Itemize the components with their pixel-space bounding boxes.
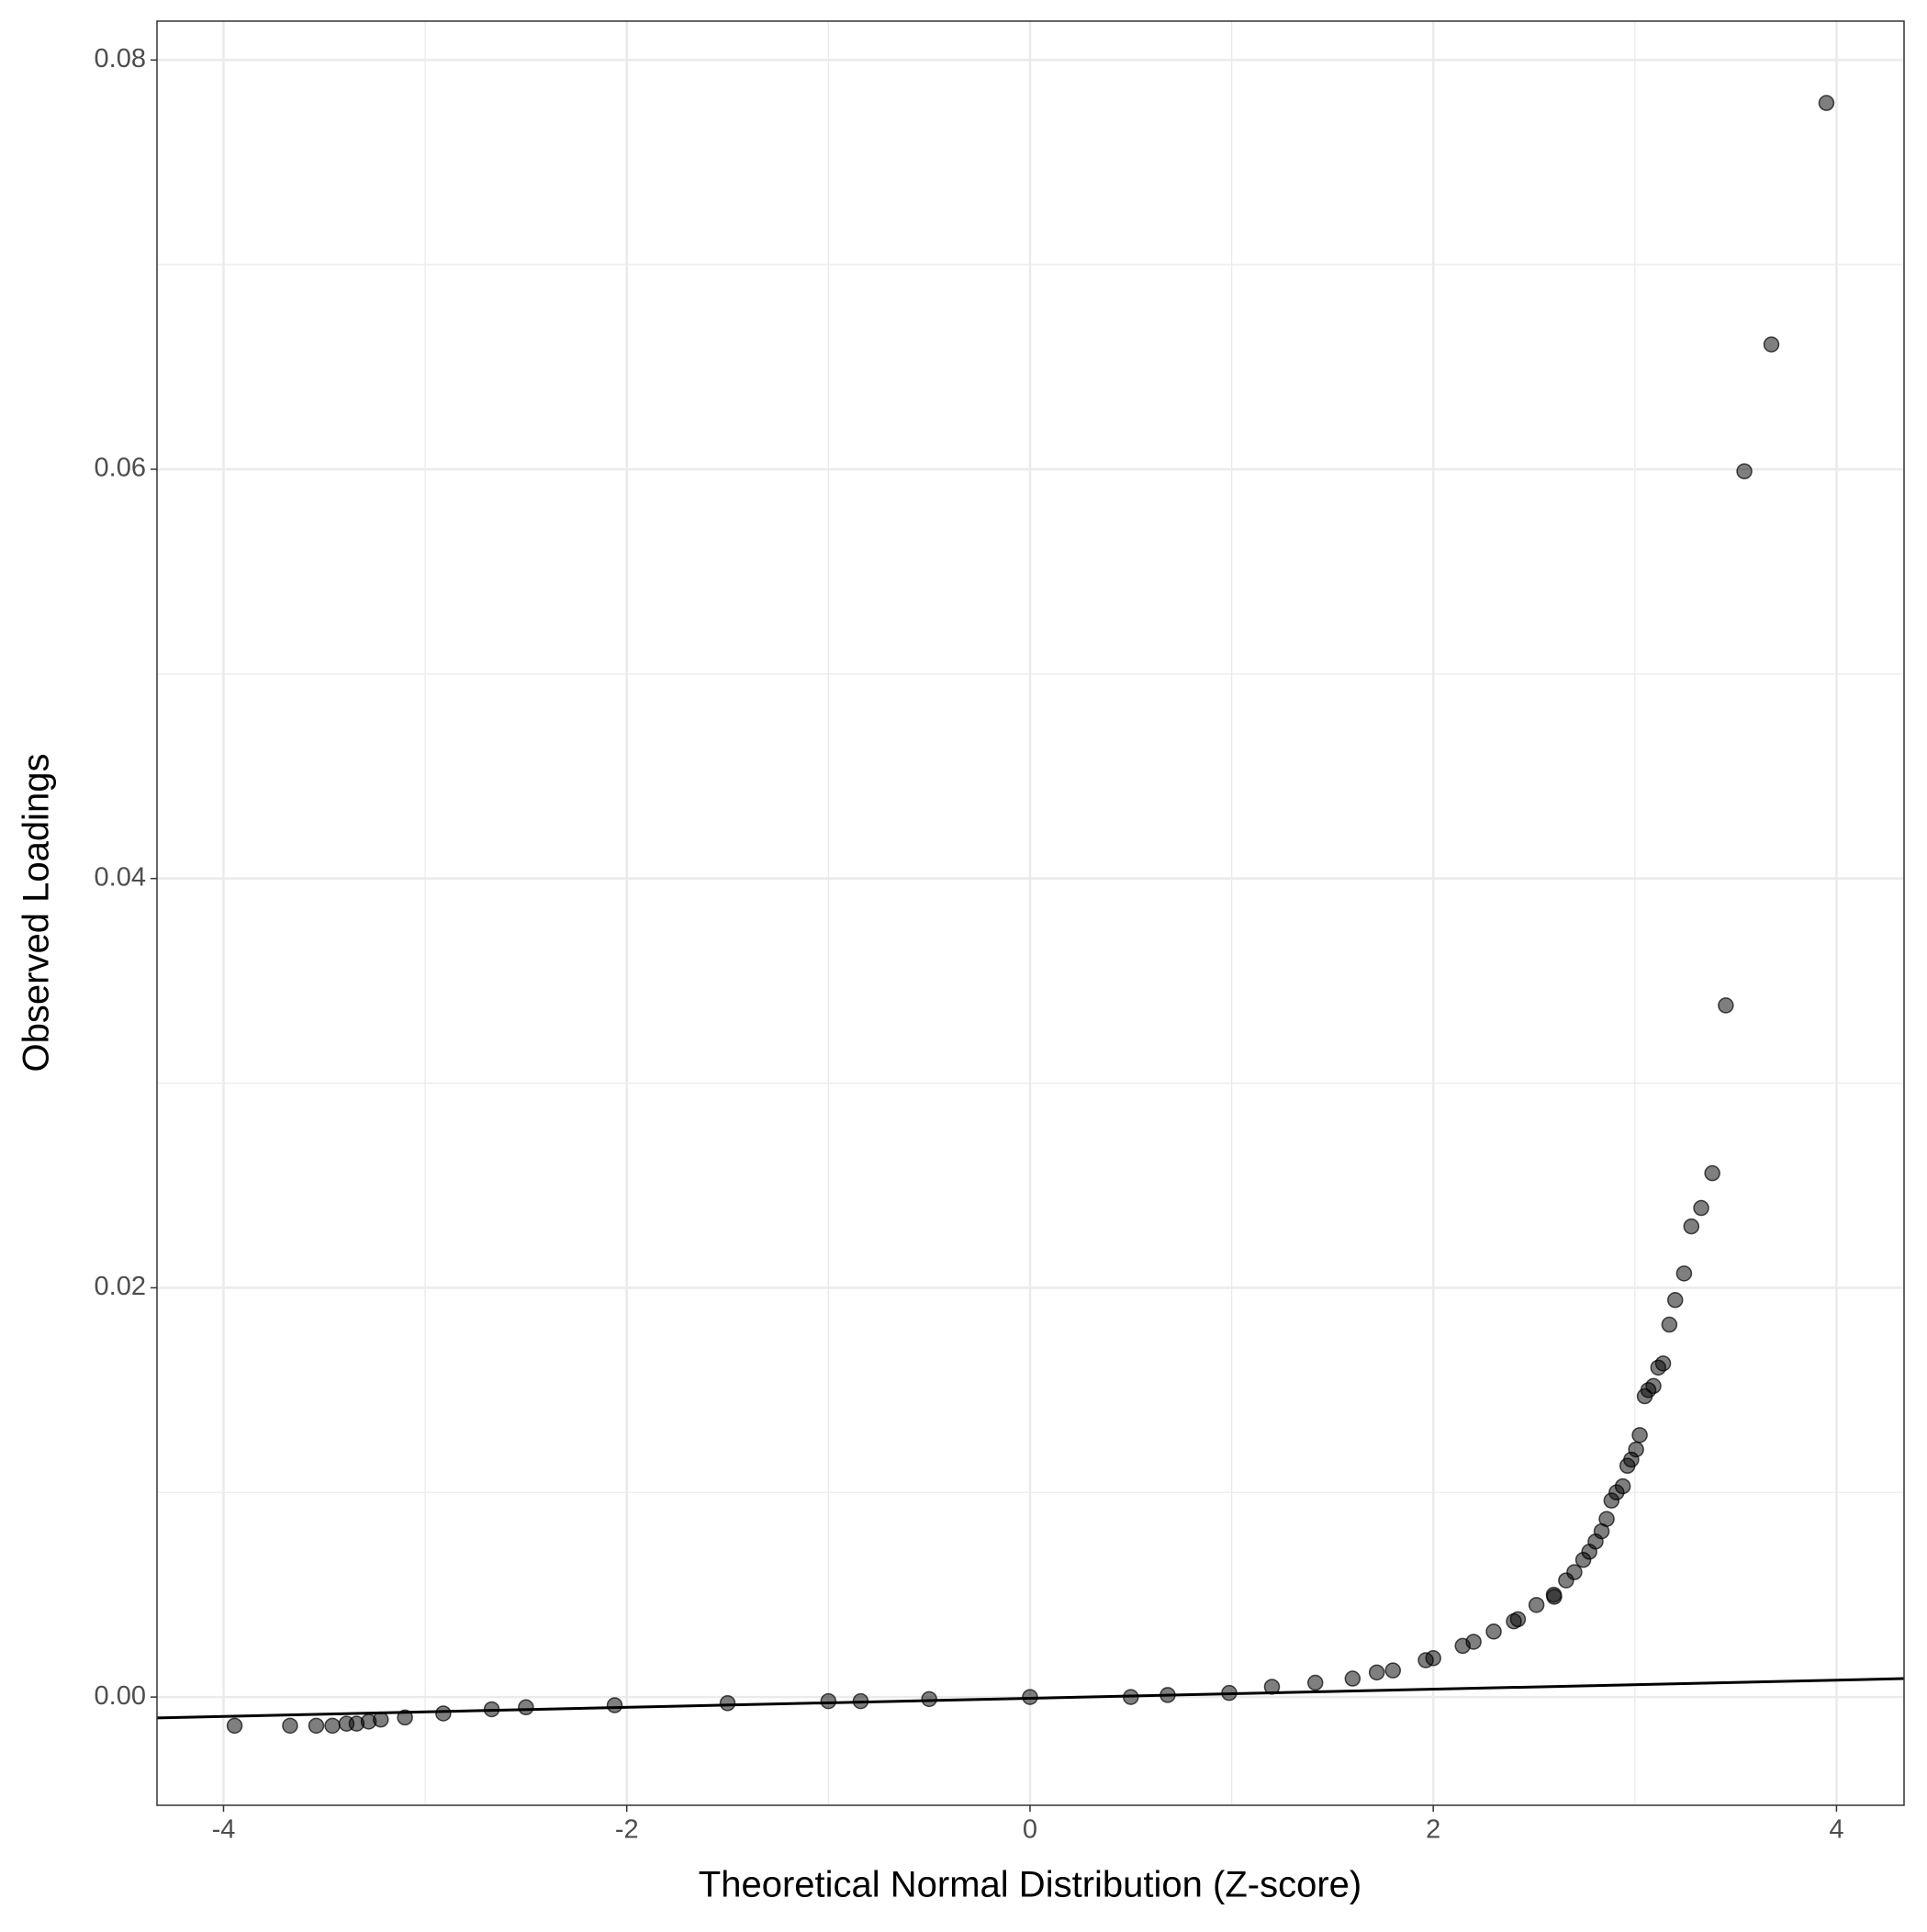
x-tick-label: -2 bbox=[615, 1815, 639, 1845]
point bbox=[1704, 1164, 1720, 1182]
x-tick-label: 2 bbox=[1426, 1815, 1440, 1845]
point bbox=[1645, 1377, 1662, 1395]
point bbox=[373, 1711, 389, 1728]
point bbox=[1598, 1511, 1615, 1527]
point bbox=[397, 1709, 413, 1726]
reference-line bbox=[156, 1677, 1905, 1720]
y-tick-label: 0.00 bbox=[95, 1681, 146, 1711]
y-tick-label: 0.02 bbox=[95, 1272, 146, 1301]
point bbox=[1675, 1265, 1693, 1282]
point bbox=[1344, 1670, 1361, 1687]
y-tick-label: 0.06 bbox=[95, 454, 146, 483]
point bbox=[1368, 1664, 1385, 1681]
point bbox=[1666, 1292, 1684, 1309]
y-tick-label: 0.08 bbox=[95, 44, 146, 73]
point bbox=[1384, 1662, 1402, 1679]
x-axis-title: Theoretical Normal Distribution (Z-score… bbox=[699, 1865, 1361, 1905]
point bbox=[1546, 1589, 1563, 1605]
point bbox=[1425, 1650, 1441, 1667]
point bbox=[282, 1717, 298, 1735]
point bbox=[606, 1697, 623, 1713]
point bbox=[1693, 1199, 1709, 1217]
point bbox=[820, 1692, 837, 1710]
point bbox=[308, 1717, 325, 1735]
y-axis-title: Observed Loadings bbox=[17, 754, 57, 1073]
point bbox=[1683, 1218, 1700, 1235]
point bbox=[1614, 1477, 1631, 1495]
x-tick-label: 4 bbox=[1829, 1815, 1843, 1845]
x-tick-label: -4 bbox=[212, 1815, 236, 1845]
point bbox=[1509, 1611, 1527, 1628]
point bbox=[1631, 1427, 1648, 1443]
marks bbox=[156, 95, 1905, 1735]
point bbox=[324, 1717, 341, 1735]
point bbox=[1628, 1441, 1644, 1458]
point bbox=[1661, 1316, 1678, 1333]
point bbox=[1465, 1634, 1482, 1650]
x-tick-label: 0 bbox=[1023, 1815, 1037, 1845]
point bbox=[518, 1699, 534, 1716]
point bbox=[1485, 1623, 1502, 1640]
point bbox=[1818, 95, 1835, 111]
point bbox=[1528, 1597, 1545, 1613]
point bbox=[1566, 1564, 1583, 1580]
point bbox=[1763, 336, 1780, 353]
point bbox=[1736, 463, 1753, 480]
point bbox=[1306, 1674, 1324, 1691]
point bbox=[719, 1695, 736, 1712]
point bbox=[1654, 1355, 1672, 1372]
point bbox=[435, 1705, 452, 1722]
y-tick-label: 0.04 bbox=[95, 862, 146, 892]
point bbox=[1718, 997, 1734, 1014]
point bbox=[226, 1717, 243, 1735]
